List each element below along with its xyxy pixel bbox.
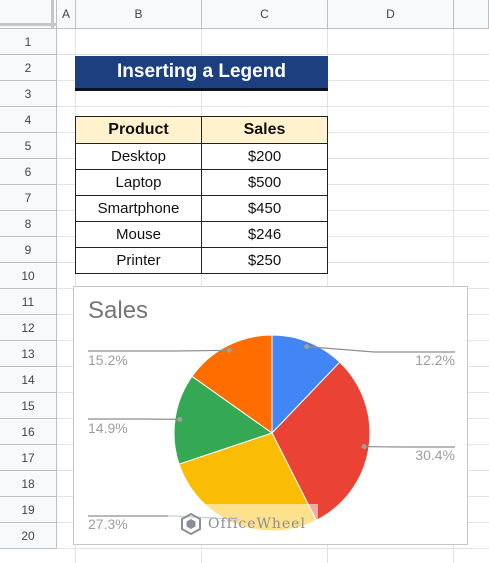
row-gridline (57, 106, 489, 107)
row-header-2[interactable]: 2 (0, 55, 57, 81)
pie-chart[interactable]: Sales 12.2% 30.4% 27.3% 14.9% 15.2% (73, 286, 468, 545)
column-header-b[interactable]: B (76, 0, 202, 29)
table-cell-product[interactable]: Desktop (75, 143, 202, 170)
leader-dot (304, 344, 310, 350)
leader-line (306, 346, 455, 353)
row-header-20[interactable]: 20 (0, 523, 57, 549)
table-cell-product[interactable]: Laptop (75, 169, 202, 196)
row-header-5[interactable]: 5 (0, 133, 57, 159)
table-cell-product[interactable]: Mouse (75, 221, 202, 248)
row-header-17[interactable]: 17 (0, 445, 57, 471)
percent-label-printer: 15.2% (88, 352, 128, 368)
row-header-10[interactable]: 10 (0, 263, 57, 289)
row-header-4[interactable]: 4 (0, 107, 57, 133)
chart-title: Sales (88, 297, 149, 324)
table-header-cell[interactable]: Sales (201, 116, 328, 144)
leader-dot (177, 416, 183, 422)
row-header-7[interactable]: 7 (0, 185, 57, 211)
pie-chart-svg: 12.2% 30.4% 27.3% 14.9% 15.2% (88, 334, 455, 532)
sheet-title-cell[interactable]: Inserting a Legend (75, 56, 328, 91)
column-header-a[interactable]: A (57, 0, 76, 29)
percent-label-laptop: 30.4% (415, 447, 455, 463)
row-header-13[interactable]: 13 (0, 341, 57, 367)
leader-dot (226, 347, 232, 353)
column-header-c[interactable]: C (202, 0, 328, 29)
table-cell-sales[interactable]: $250 (201, 247, 328, 274)
row-header-14[interactable]: 14 (0, 367, 57, 393)
select-all-corner[interactable] (0, 0, 57, 29)
row-gridline (57, 54, 489, 55)
pie-slice-mouse[interactable] (173, 375, 274, 465)
table-cell-product[interactable]: Smartphone (75, 195, 202, 222)
percent-label-mouse: 14.9% (88, 420, 128, 436)
percent-label-desktop: 12.2% (415, 352, 455, 368)
row-header-3[interactable]: 3 (0, 81, 57, 107)
pie-slice-desktop[interactable] (271, 334, 341, 435)
table-header-cell[interactable]: Product (75, 116, 202, 144)
leader-dot (361, 444, 367, 450)
leader-line (88, 349, 230, 352)
row-header-16[interactable]: 16 (0, 419, 57, 445)
row-header-18[interactable]: 18 (0, 471, 57, 497)
table-cell-sales[interactable]: $500 (201, 169, 328, 196)
pie-slice-printer[interactable] (191, 334, 273, 434)
freeze-column-handle[interactable] (51, 0, 54, 29)
row-header-1[interactable]: 1 (0, 29, 57, 55)
freeze-row-handle[interactable] (0, 23, 57, 26)
table-cell-product[interactable]: Printer (75, 247, 202, 274)
row-header-15[interactable]: 15 (0, 393, 57, 419)
row-gridline (57, 548, 489, 549)
column-header-e[interactable] (454, 0, 489, 29)
row-header-11[interactable]: 11 (0, 289, 57, 315)
row-header-6[interactable]: 6 (0, 159, 57, 185)
table-cell-sales[interactable]: $200 (201, 143, 328, 170)
table-cell-sales[interactable]: $450 (201, 195, 328, 222)
officewheel-logo-icon (181, 513, 202, 535)
watermark: OfficeWheel (168, 504, 318, 544)
percent-label-smartphone: 27.3% (88, 516, 128, 532)
row-header-12[interactable]: 12 (0, 315, 57, 341)
row-header-9[interactable]: 9 (0, 237, 57, 263)
row-header-19[interactable]: 19 (0, 497, 57, 523)
table-cell-sales[interactable]: $246 (201, 221, 328, 248)
watermark-text: OfficeWheel (208, 516, 306, 532)
row-header-8[interactable]: 8 (0, 211, 57, 237)
column-header-d[interactable]: D (328, 0, 454, 29)
